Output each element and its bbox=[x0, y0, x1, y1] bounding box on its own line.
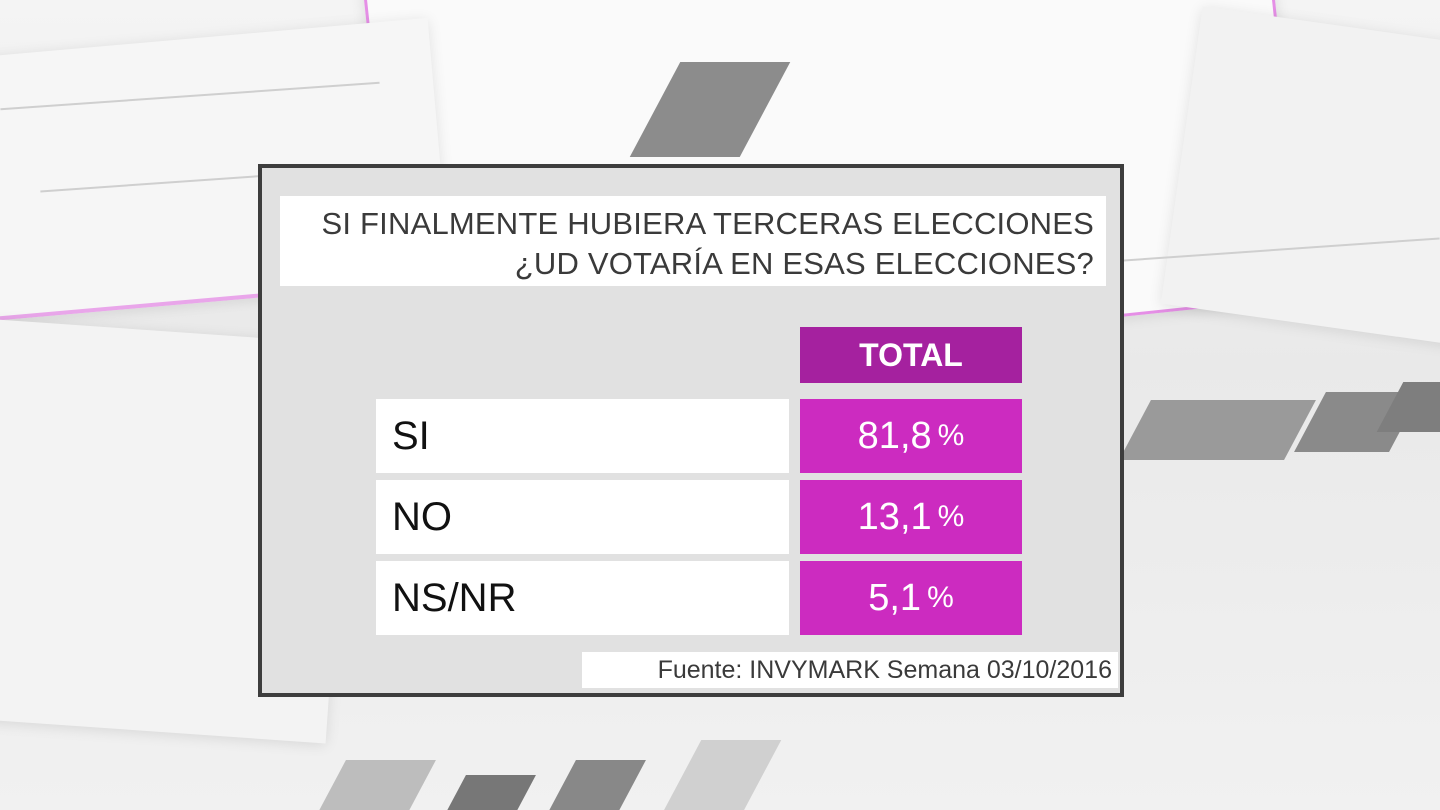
column-header-total: TOTAL bbox=[800, 327, 1022, 383]
table-row: SI 81,8 % bbox=[376, 399, 1022, 473]
poll-results-card: SI FINALMENTE HUBIERA TERCERAS ELECCIONE… bbox=[258, 164, 1124, 697]
question-line-1: SI FINALMENTE HUBIERA TERCERAS ELECCIONE… bbox=[321, 206, 1094, 241]
row-unit: % bbox=[927, 581, 954, 614]
background-bar bbox=[1119, 400, 1316, 460]
background-sheet bbox=[1160, 6, 1440, 354]
background-bar bbox=[434, 775, 536, 810]
table-row: NS/NR 5,1 % bbox=[376, 561, 1022, 635]
background-bar bbox=[544, 760, 646, 810]
row-value-cell: 81,8 % bbox=[800, 399, 1022, 473]
row-unit: % bbox=[937, 500, 965, 533]
row-value-cell: 13,1 % bbox=[800, 480, 1022, 554]
row-label: NO bbox=[376, 480, 789, 554]
poll-question: SI FINALMENTE HUBIERA TERCERAS ELECCIONE… bbox=[280, 196, 1106, 286]
source-caption: Fuente: INVYMARK Semana 03/10/2016 bbox=[582, 652, 1118, 688]
table-row: NO 13,1 % bbox=[376, 480, 1022, 554]
row-value: 81,8 bbox=[857, 414, 932, 457]
background-bar bbox=[658, 740, 782, 810]
row-unit: % bbox=[937, 419, 965, 452]
question-line-2: ¿UD VOTARÍA EN ESAS ELECCIONES? bbox=[514, 246, 1094, 281]
row-label: SI bbox=[376, 399, 789, 473]
row-value: 5,1 bbox=[868, 576, 922, 619]
background-bar bbox=[314, 760, 436, 810]
row-value-cell: 5,1 % bbox=[800, 561, 1022, 635]
row-value: 13,1 bbox=[857, 495, 932, 538]
row-label: NS/NR bbox=[376, 561, 789, 635]
